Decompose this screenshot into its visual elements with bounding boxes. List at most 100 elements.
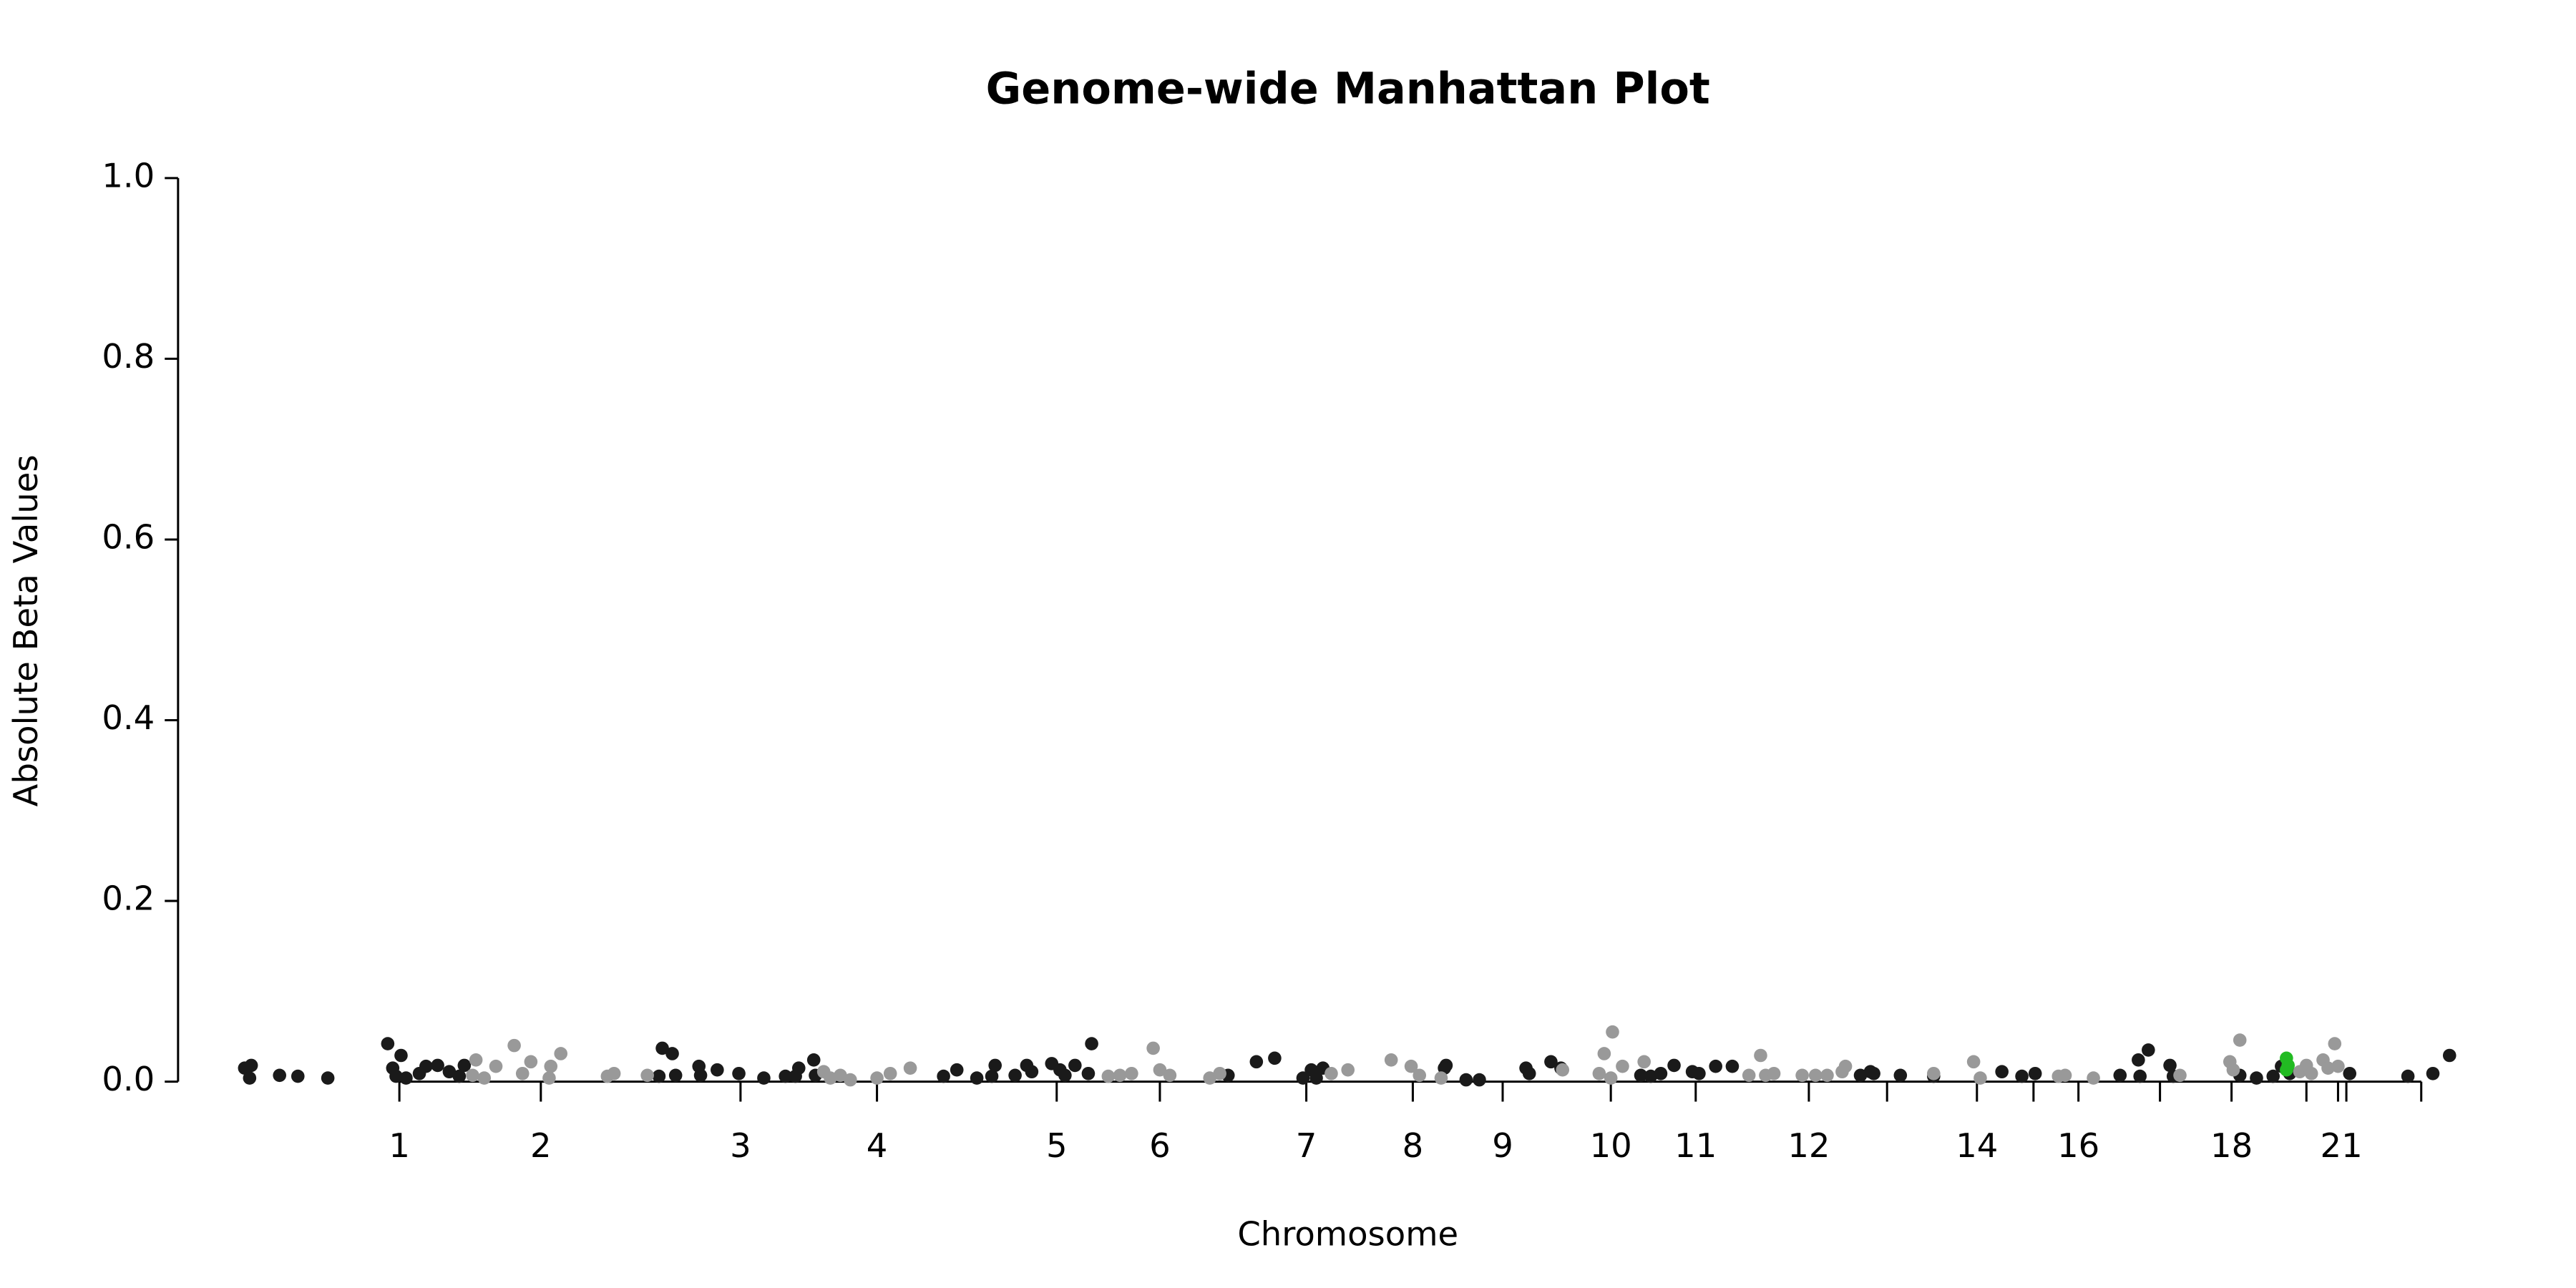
point (542, 1071, 556, 1085)
point (1268, 1051, 1282, 1065)
point (2304, 1066, 2318, 1080)
point (507, 1038, 521, 1053)
y-tick-label: 0.0 (102, 1060, 155, 1098)
point (1249, 1055, 1264, 1069)
y-tick-label: 0.8 (102, 337, 155, 376)
point (1966, 1055, 1981, 1069)
point (1606, 1025, 1619, 1039)
point (1413, 1068, 1427, 1083)
point (903, 1061, 917, 1075)
point (1893, 1068, 1908, 1083)
y-tick-label: 0.2 (102, 879, 155, 918)
point (640, 1068, 654, 1083)
point (1754, 1048, 1767, 1063)
point (937, 1069, 950, 1083)
point (477, 1071, 492, 1085)
point (244, 1058, 258, 1073)
point (1544, 1055, 1558, 1069)
point (1324, 1066, 1338, 1080)
point (985, 1069, 999, 1083)
x-tick-label: 21 (2321, 1126, 2363, 1165)
point (2087, 1071, 2100, 1085)
point (1459, 1073, 1473, 1087)
point (693, 1068, 708, 1083)
point (668, 1068, 683, 1083)
point (1592, 1066, 1606, 1080)
point (1604, 1071, 1618, 1085)
point (1473, 1073, 1486, 1087)
point (844, 1073, 857, 1087)
point (1692, 1066, 1706, 1080)
point (2233, 1033, 2247, 1047)
point (1081, 1066, 1096, 1080)
point (824, 1071, 837, 1085)
point (1025, 1065, 1039, 1079)
point (950, 1063, 964, 1077)
point (1125, 1066, 1138, 1080)
point (1667, 1058, 1681, 1073)
point (2028, 1066, 2042, 1080)
point (1637, 1055, 1651, 1069)
point (442, 1065, 457, 1079)
point (1434, 1071, 1448, 1085)
point (515, 1066, 530, 1080)
x-tick-label: 12 (1787, 1126, 1830, 1165)
point (870, 1071, 884, 1085)
y-tick-label: 0.4 (102, 698, 155, 737)
point (655, 1041, 669, 1055)
point (1853, 1068, 1868, 1083)
x-tick-label: 14 (1956, 1126, 1998, 1165)
point (1163, 1068, 1177, 1083)
x-tick-label: 5 (1046, 1126, 1068, 1165)
point (544, 1059, 558, 1073)
point (2266, 1069, 2280, 1083)
point (806, 1053, 821, 1067)
point (1616, 1059, 1629, 1073)
point (2321, 1061, 2335, 1075)
point (1725, 1059, 1740, 1073)
point (291, 1069, 305, 1083)
point (1644, 1069, 1658, 1083)
point (2442, 1048, 2457, 1063)
point (1085, 1037, 1098, 1050)
point (1309, 1071, 1323, 1085)
point (2015, 1069, 2029, 1083)
x-tick-label: 16 (2057, 1126, 2099, 1165)
point (1556, 1063, 1570, 1077)
point (273, 1068, 286, 1083)
point (1654, 1066, 1668, 1080)
x-tick-label: 7 (1296, 1126, 1317, 1165)
point (665, 1047, 679, 1060)
point (988, 1058, 1002, 1073)
point (394, 1048, 408, 1063)
point (1153, 1063, 1167, 1077)
point (1101, 1069, 1116, 1083)
chart-title: Genome-wide Manhattan Plot (986, 64, 1710, 114)
point (2133, 1069, 2147, 1083)
point (2328, 1037, 2342, 1050)
point (652, 1069, 666, 1083)
point (1213, 1066, 1226, 1080)
x-axis-label: Chromosome (1237, 1214, 1458, 1253)
point (321, 1071, 335, 1085)
point (2226, 1063, 2240, 1077)
point (1709, 1059, 1722, 1073)
point (2142, 1043, 2155, 1057)
point (399, 1071, 413, 1085)
point (243, 1071, 257, 1085)
x-tick-label: 3 (730, 1126, 751, 1165)
point (1974, 1071, 1987, 1085)
point (1927, 1066, 1941, 1080)
point (489, 1059, 503, 1073)
point (1742, 1068, 1756, 1083)
x-tick-label: 8 (1402, 1126, 1424, 1165)
point (607, 1066, 621, 1080)
point (1634, 1068, 1648, 1083)
x-tick-label: 1 (389, 1126, 410, 1165)
point (452, 1069, 467, 1083)
x-tick-label: 6 (1149, 1126, 1171, 1165)
point (1008, 1068, 1022, 1083)
point (2401, 1069, 2415, 1083)
